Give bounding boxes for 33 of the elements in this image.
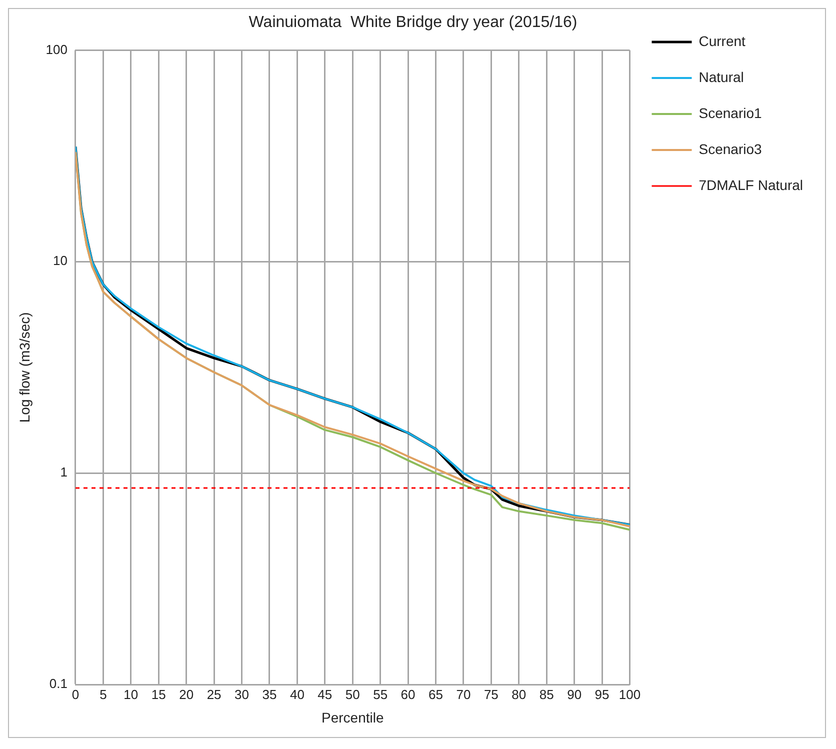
x-tick-label: 75	[484, 686, 498, 702]
x-tick-label: 30	[234, 686, 249, 702]
x-tick-label: 70	[456, 686, 471, 702]
x-tick-label: 85	[539, 686, 554, 702]
y-axis-title: Log flow (m3/sec)	[16, 312, 32, 423]
y-tick-label: 100	[46, 42, 68, 57]
x-tick-label: 100	[618, 686, 641, 702]
legend-label: Scenario3	[698, 140, 762, 157]
x-tick-label: 35	[262, 686, 277, 702]
legend-label: Natural	[698, 68, 744, 85]
x-axis-title: Percentile	[321, 709, 384, 726]
x-tick-label: 95	[594, 686, 610, 702]
y-tick-label: 0.1	[49, 676, 68, 692]
x-tick-label: 5	[100, 686, 107, 702]
legend-label: Current	[698, 32, 746, 49]
x-tick-label: 15	[151, 686, 166, 702]
x-tick-label: 0	[72, 686, 80, 702]
legend-label: 7DMALF Natural	[698, 176, 804, 193]
chart-title: Wainuiomata White Bridge dry year (2015/16)	[248, 14, 578, 32]
x-tick-label: 45	[318, 686, 332, 702]
x-tick-label: 60	[400, 686, 416, 702]
legend-label: Scenario1	[698, 104, 762, 121]
x-tick-label: 65	[428, 686, 443, 702]
x-tick-label: 55	[373, 686, 388, 702]
x-tick-label: 25	[206, 686, 222, 702]
x-tick-label: 20	[179, 686, 194, 702]
x-tick-label: 80	[512, 686, 526, 702]
y-tick-label: 10	[53, 253, 68, 268]
y-tick-label: 1	[60, 464, 68, 480]
x-tick-label: 10	[124, 686, 138, 702]
x-tick-label: 90	[567, 686, 582, 702]
x-tick-label: 50	[345, 686, 360, 702]
x-tick-label: 40	[290, 686, 304, 702]
